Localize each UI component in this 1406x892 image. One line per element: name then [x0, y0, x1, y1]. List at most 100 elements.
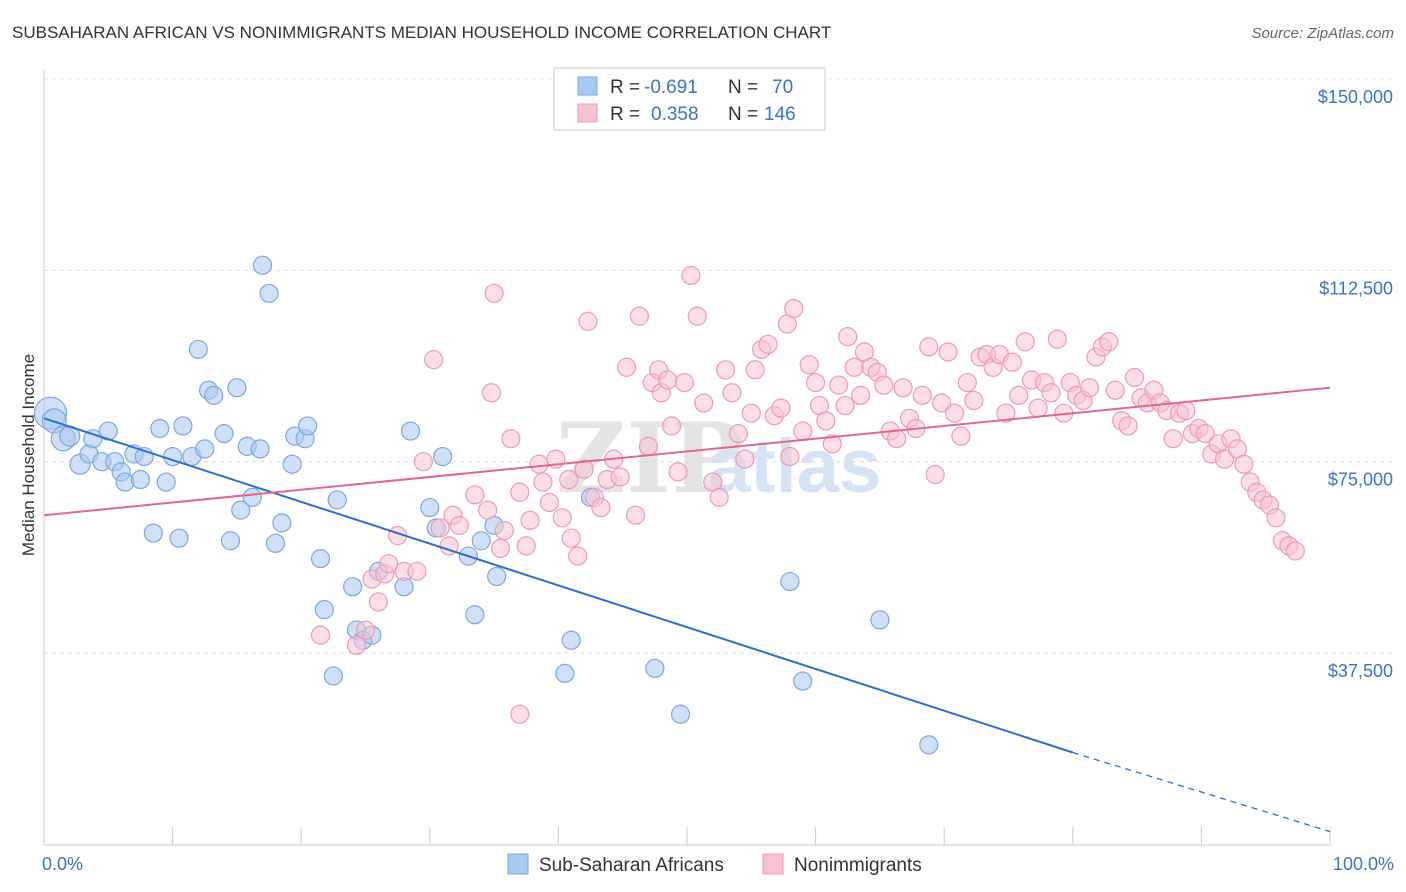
point-sub-saharan-20 — [173, 416, 193, 436]
point-nonimmigrant-106 — [1015, 332, 1035, 352]
point-nonimmigrant-76 — [829, 375, 849, 395]
point-sub-saharan-6 — [83, 429, 103, 449]
point-sub-saharan-28 — [227, 378, 247, 398]
trend-line-sub-saharan-africans — [43, 417, 1331, 833]
x-tick-label-1: 100.0% — [1333, 854, 1394, 874]
point-nonimmigrant-15 — [449, 515, 469, 536]
point-sub-saharan-67 — [870, 610, 890, 630]
point-nonimmigrant-54 — [694, 393, 714, 413]
point-nonimmigrant-91 — [919, 337, 939, 357]
point-nonimmigrant-116 — [1079, 378, 1100, 398]
x-tick-label-0: 0.0% — [42, 854, 83, 874]
axes — [43, 70, 1331, 846]
chart-title: SUBSAHARAN AFRICAN VS NONIMMIGRANTS MEDI… — [12, 23, 831, 42]
point-nonimmigrant-58 — [722, 383, 742, 403]
series-legend-swatch-blue — [507, 853, 529, 875]
point-nonimmigrant-78 — [838, 327, 858, 347]
point-sub-saharan-40 — [298, 416, 318, 436]
point-nonimmigrant-97 — [957, 372, 977, 393]
point-sub-saharan-32 — [250, 439, 270, 459]
y-tick-label-0: $37,500 — [1328, 661, 1393, 681]
point-sub-saharan-34 — [259, 283, 279, 303]
point-nonimmigrant-25 — [520, 510, 540, 530]
point-nonimmigrant-1 — [346, 635, 367, 655]
point-nonimmigrant-56 — [709, 487, 729, 507]
point-nonimmigrant-84 — [874, 375, 894, 395]
point-nonimmigrant-68 — [780, 446, 800, 467]
point-nonimmigrant-140 — [1234, 454, 1254, 474]
y-tick-label-2: $112,500 — [1319, 278, 1393, 298]
point-sub-saharan-16 — [150, 418, 170, 439]
point-nonimmigrant-31 — [559, 469, 579, 490]
point-nonimmigrant-64 — [758, 334, 778, 354]
point-sub-saharan-19 — [169, 528, 189, 548]
point-nonimmigrant-12 — [430, 518, 450, 538]
point-nonimmigrant-60 — [735, 449, 755, 469]
point-nonimmigrant-122 — [1118, 416, 1138, 436]
point-sub-saharan-17 — [156, 472, 176, 492]
point-nonimmigrant-4 — [368, 592, 388, 612]
point-sub-saharan-27 — [220, 531, 241, 551]
point-sub-saharan-13 — [130, 469, 151, 490]
point-nonimmigrant-57 — [715, 360, 736, 380]
stats-legend-swatch-pink — [577, 103, 598, 123]
point-sub-saharan-63 — [645, 658, 665, 678]
point-nonimmigrant-40 — [610, 467, 630, 487]
point-nonimmigrant-77 — [835, 395, 855, 416]
point-nonimmigrant-48 — [658, 370, 678, 390]
point-nonimmigrant-44 — [638, 436, 659, 456]
x-tick-labels: 0.0% 100.0% — [42, 854, 1394, 874]
point-nonimmigrant-19 — [484, 283, 504, 303]
point-nonimmigrant-52 — [681, 265, 701, 286]
point-nonimmigrant-96 — [951, 426, 971, 446]
point-nonimmigrant-66 — [771, 398, 791, 418]
point-nonimmigrant-42 — [625, 505, 646, 525]
y-tick-label-3: $150,000 — [1318, 87, 1393, 107]
point-sub-saharan-42 — [314, 600, 334, 620]
point-nonimmigrant-149 — [510, 704, 530, 724]
point-sub-saharan-36 — [272, 513, 292, 533]
point-nonimmigrant-98 — [964, 390, 984, 411]
point-sub-saharan-52 — [420, 497, 440, 518]
series-nonimmigrants-points — [310, 265, 1305, 724]
point-sub-saharan-15 — [143, 523, 163, 543]
stats-r-label-1: R = — [610, 77, 640, 98]
point-nonimmigrant-95 — [944, 403, 965, 423]
point-nonimmigrant-111 — [1047, 329, 1067, 349]
point-nonimmigrant-129 — [1163, 429, 1183, 449]
point-sub-saharan-25 — [204, 385, 224, 405]
point-nonimmigrant-30 — [552, 508, 572, 528]
point-sub-saharan-68 — [919, 735, 939, 755]
point-sub-saharan-66 — [793, 671, 813, 691]
point-sub-saharan-51 — [400, 421, 421, 441]
point-nonimmigrant-23 — [510, 482, 530, 502]
point-nonimmigrant-51 — [674, 372, 695, 393]
point-nonimmigrant-49 — [661, 416, 682, 436]
y-axis-label: Median Household Income — [19, 354, 38, 556]
point-nonimmigrant-92 — [925, 464, 945, 485]
point-nonimmigrant-50 — [668, 462, 688, 482]
point-nonimmigrant-9 — [407, 561, 427, 581]
point-sub-saharan-29 — [231, 500, 251, 520]
point-nonimmigrant-24 — [516, 536, 536, 556]
point-nonimmigrant-108 — [1028, 398, 1048, 418]
point-sub-saharan-61 — [561, 630, 581, 650]
trend-line-nonimmigrants — [43, 386, 1331, 517]
point-nonimmigrant-20 — [490, 538, 511, 559]
point-nonimmigrant-27 — [533, 472, 553, 492]
point-sub-saharan-45 — [343, 577, 363, 597]
point-sub-saharan-41 — [310, 549, 331, 569]
y-tick-label-1: $75,000 — [1328, 470, 1393, 490]
point-nonimmigrant-72 — [805, 372, 826, 393]
point-sub-saharan-44 — [327, 490, 347, 510]
point-sub-saharan-23 — [195, 439, 215, 459]
stats-r-value-1: -0.691 — [644, 77, 698, 98]
point-sub-saharan-64 — [670, 704, 691, 724]
stats-legend-box — [553, 67, 826, 131]
point-nonimmigrant-43 — [629, 306, 650, 326]
point-nonimmigrant-86 — [887, 429, 907, 449]
point-nonimmigrant-21 — [494, 520, 514, 541]
stats-r-value-2: 0.358 — [651, 104, 699, 125]
point-sub-saharan-54 — [433, 446, 453, 467]
